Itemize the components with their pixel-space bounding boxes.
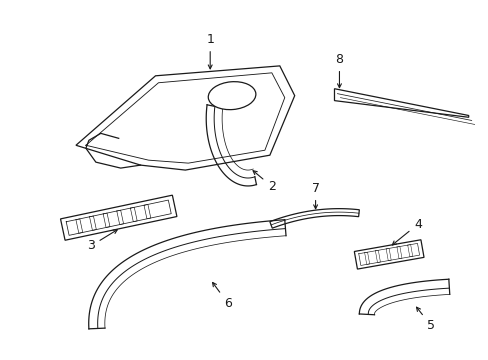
Polygon shape — [354, 240, 423, 269]
Text: 3: 3 — [87, 230, 117, 252]
Text: 4: 4 — [391, 218, 421, 245]
Text: 5: 5 — [416, 307, 434, 332]
Text: 7: 7 — [311, 182, 319, 209]
Text: 2: 2 — [252, 171, 275, 193]
Polygon shape — [61, 195, 177, 240]
Polygon shape — [76, 66, 294, 170]
Polygon shape — [269, 209, 359, 228]
Ellipse shape — [208, 82, 255, 110]
Text: 6: 6 — [212, 283, 232, 310]
Text: 1: 1 — [206, 33, 214, 69]
Polygon shape — [334, 89, 468, 117]
Text: 8: 8 — [335, 53, 343, 88]
